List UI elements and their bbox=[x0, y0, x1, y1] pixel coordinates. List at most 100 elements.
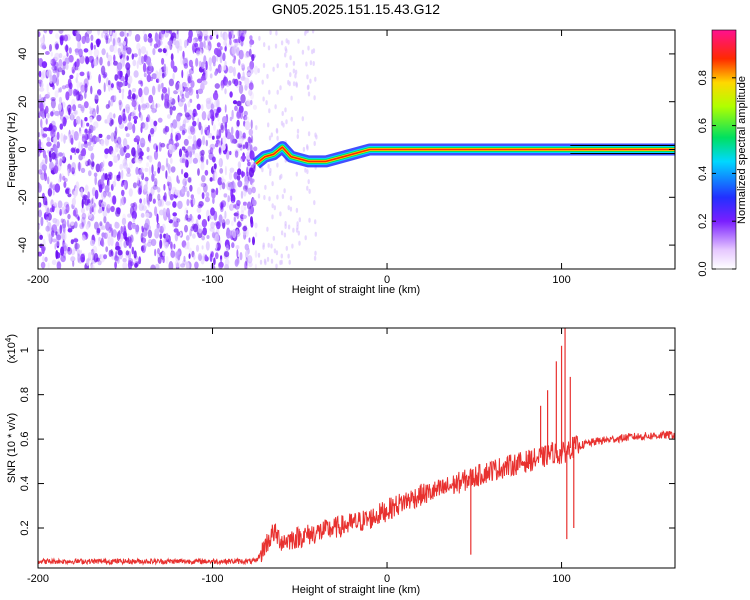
noise-speck bbox=[314, 219, 317, 225]
noise-speck bbox=[140, 125, 143, 134]
noise-speck bbox=[249, 35, 253, 41]
noise-speck bbox=[243, 188, 247, 197]
noise-speck bbox=[141, 103, 147, 111]
noise-speck bbox=[150, 264, 156, 269]
noise-speck bbox=[161, 87, 168, 94]
noise-speck bbox=[211, 102, 214, 110]
noise-speck bbox=[181, 129, 186, 136]
noise-speck bbox=[254, 250, 258, 258]
noise-speck bbox=[58, 178, 61, 183]
noise-speck bbox=[145, 212, 150, 218]
noise-speck bbox=[253, 65, 259, 75]
noise-speck bbox=[40, 37, 45, 44]
noise-speck bbox=[259, 259, 263, 265]
noise-speck bbox=[84, 91, 87, 99]
noise-speck bbox=[304, 167, 307, 173]
noise-speck bbox=[240, 155, 247, 160]
noise-speck bbox=[225, 81, 230, 87]
noise-speck bbox=[203, 55, 207, 65]
noise-speck bbox=[138, 48, 142, 57]
noise-speck bbox=[72, 69, 75, 74]
colorbar-tick-label: 0.0 bbox=[697, 261, 709, 276]
noise-speck bbox=[110, 119, 115, 125]
noise-speck bbox=[75, 48, 79, 56]
noise-speck bbox=[224, 165, 227, 176]
noise-speck bbox=[209, 177, 213, 182]
noise-speck bbox=[38, 169, 43, 175]
noise-speck bbox=[108, 180, 111, 189]
noise-speck bbox=[38, 152, 41, 157]
noise-speck bbox=[62, 175, 66, 181]
noise-speck bbox=[75, 242, 78, 252]
noise-speck bbox=[144, 167, 149, 172]
noise-speck bbox=[244, 185, 249, 193]
noise-speck bbox=[181, 123, 186, 130]
noise-speck bbox=[128, 75, 133, 85]
noise-speck bbox=[205, 192, 210, 198]
noise-speck bbox=[254, 263, 257, 269]
noise-speck bbox=[102, 210, 108, 218]
noise-speck bbox=[96, 114, 102, 122]
noise-speck bbox=[123, 225, 126, 231]
colorbar-label: Normalized spectral amplitude bbox=[736, 76, 748, 224]
noise-speck bbox=[46, 207, 50, 217]
noise-speck bbox=[173, 166, 176, 172]
noise-speck bbox=[176, 218, 181, 223]
noise-speck bbox=[170, 59, 175, 69]
noise-speck bbox=[237, 180, 243, 188]
noise-speck bbox=[197, 214, 202, 220]
noise-speck bbox=[80, 253, 85, 263]
noise-speck bbox=[225, 229, 232, 239]
noise-speck bbox=[295, 171, 298, 177]
noise-speck bbox=[132, 59, 137, 67]
spectrogram-y-tick-label: -20 bbox=[17, 189, 29, 205]
noise-speck bbox=[174, 259, 181, 268]
noise-speck bbox=[173, 37, 177, 46]
snr-frame bbox=[37, 327, 676, 569]
noise-speck bbox=[46, 136, 51, 142]
noise-speck bbox=[153, 180, 158, 188]
noise-speck bbox=[199, 49, 203, 56]
noise-speck bbox=[206, 129, 210, 136]
noise-speck bbox=[151, 73, 157, 80]
noise-speck bbox=[287, 39, 290, 45]
noise-speck bbox=[195, 30, 201, 35]
noise-speck bbox=[282, 122, 285, 128]
noise-speck bbox=[267, 45, 271, 51]
noise-speck bbox=[154, 248, 157, 257]
noise-speck bbox=[100, 174, 104, 185]
noise-speck bbox=[244, 77, 250, 86]
noise-speck bbox=[244, 141, 249, 149]
noise-speck bbox=[187, 100, 191, 108]
noise-speck bbox=[71, 167, 75, 175]
noise-speck bbox=[131, 100, 137, 108]
noise-speck bbox=[148, 193, 153, 202]
noise-speck bbox=[121, 91, 124, 100]
spectrogram-noise-texture bbox=[38, 30, 318, 269]
noise-speck bbox=[249, 150, 255, 160]
noise-speck bbox=[48, 124, 53, 131]
noise-speck bbox=[48, 183, 54, 190]
noise-speck bbox=[185, 214, 189, 221]
noise-speck bbox=[219, 184, 222, 191]
noise-speck bbox=[165, 66, 168, 75]
noise-speck bbox=[306, 85, 310, 91]
noise-speck bbox=[190, 194, 194, 200]
noise-speck bbox=[175, 31, 179, 40]
noise-speck bbox=[160, 83, 163, 90]
noise-speck bbox=[302, 146, 306, 152]
noise-speck bbox=[202, 135, 206, 146]
noise-speck bbox=[48, 233, 51, 244]
noise-speck bbox=[137, 158, 143, 164]
noise-speck bbox=[46, 212, 52, 221]
noise-speck bbox=[281, 111, 284, 116]
noise-speck bbox=[288, 81, 291, 87]
noise-speck bbox=[172, 72, 175, 80]
noise-speck bbox=[121, 109, 126, 119]
noise-speck bbox=[108, 191, 112, 198]
noise-speck bbox=[131, 124, 135, 132]
noise-speck bbox=[244, 120, 251, 131]
noise-speck bbox=[157, 48, 163, 53]
noise-speck bbox=[177, 94, 180, 103]
